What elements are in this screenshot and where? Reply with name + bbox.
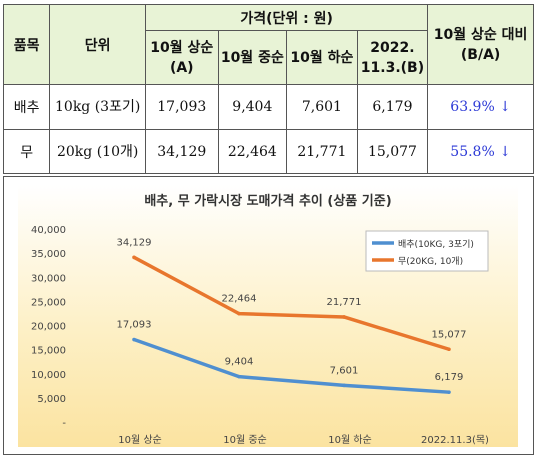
data-label: 15,077: [432, 329, 467, 340]
legend-label: 배추(10KG, 3포기): [398, 239, 474, 250]
header-col-3: 10월 하순: [286, 30, 358, 85]
header-col-2: 10월 중순: [217, 30, 288, 85]
data-point: [447, 347, 451, 352]
row-value: 7,601: [286, 84, 358, 130]
legend-label: 무(20KG, 10개): [398, 256, 463, 267]
data-point: [342, 383, 346, 388]
data-point: [447, 390, 451, 394]
row-value: 17,093: [145, 84, 219, 130]
series-line: [133, 255, 450, 351]
x-tick-label: 10월 하순: [328, 433, 372, 446]
row-value: 9,404: [217, 84, 288, 130]
data-point: [237, 374, 241, 379]
row-item: 무: [2, 129, 51, 174]
data-label: 21,771: [327, 297, 362, 308]
y-tick-label: -: [62, 418, 66, 429]
y-tick-label: 10,000: [31, 370, 66, 381]
header-col-1: 10월 상순(A): [145, 30, 219, 85]
row-value: 6,179: [356, 84, 429, 130]
data-point: [237, 311, 241, 316]
price-trend-chart: 배추, 무 가락시장 도매가격 추이 (상품 기준) - 5,000 10,000 1…: [18, 185, 518, 447]
y-tick-label: 30,000: [31, 273, 66, 284]
row-value: 22,464: [217, 129, 288, 174]
row-ratio: 55.8% ↓: [427, 129, 534, 174]
y-tick-label: 5,000: [37, 394, 66, 405]
header-col-4: 2022. 11.3.(B): [356, 30, 429, 85]
y-tick-label: 40,000: [31, 225, 66, 236]
header-item: 품목: [2, 4, 51, 85]
header-unit: 단위: [49, 4, 147, 85]
data-label: 34,129: [117, 237, 152, 248]
price-table: 품목 단위 가격(단위 : 원) 10월 상순 대비 (B/A) 10월 상순(…: [2, 4, 534, 174]
table-row: 무 20kg (10개) 34,129 22,464 21,771 15,077…: [2, 129, 534, 174]
y-tick-label: 25,000: [31, 297, 66, 308]
table-row: 배추 10kg (3포기) 17,093 9,404 7,601 6,179 6…: [2, 84, 534, 130]
data-label: 7,601: [330, 365, 359, 376]
data-label: 22,464: [222, 294, 257, 305]
chart-container: 배추, 무 가락시장 도매가격 추이 (상품 기준) - 5,000 10,000 1…: [3, 176, 534, 455]
series-line: [133, 337, 450, 394]
legend-box: [365, 230, 489, 272]
data-point: [342, 315, 346, 319]
x-tick-label: 10월 상순: [118, 434, 162, 446]
data-point: [132, 337, 136, 342]
y-tick-label: 15,000: [31, 346, 66, 357]
row-value: 15,077: [356, 129, 429, 174]
data-label: 9,404: [225, 357, 254, 368]
row-unit: 10kg (3포기): [49, 84, 147, 130]
data-label: 17,093: [117, 320, 152, 331]
x-tick-label: 2022.11.3(목): [421, 434, 489, 446]
row-item: 배추: [2, 84, 51, 130]
header-price-group: 가격(단위 : 원): [145, 4, 429, 31]
row-unit: 20kg (10개): [49, 129, 147, 174]
row-ratio: 63.9% ↓: [427, 84, 534, 130]
data-label: 6,179: [435, 372, 464, 383]
row-value: 21,771: [286, 129, 358, 174]
y-tick-label: 20,000: [31, 322, 66, 333]
data-point: [132, 255, 136, 260]
header-ratio: 10월 상순 대비 (B/A): [427, 4, 534, 85]
y-tick-label: 35,000: [31, 249, 66, 260]
x-tick-label: 10월 중순: [223, 434, 267, 446]
chart-title: 배추, 무 가락시장 도매가격 추이 (상품 기준): [144, 193, 391, 209]
row-value: 34,129: [145, 129, 219, 174]
